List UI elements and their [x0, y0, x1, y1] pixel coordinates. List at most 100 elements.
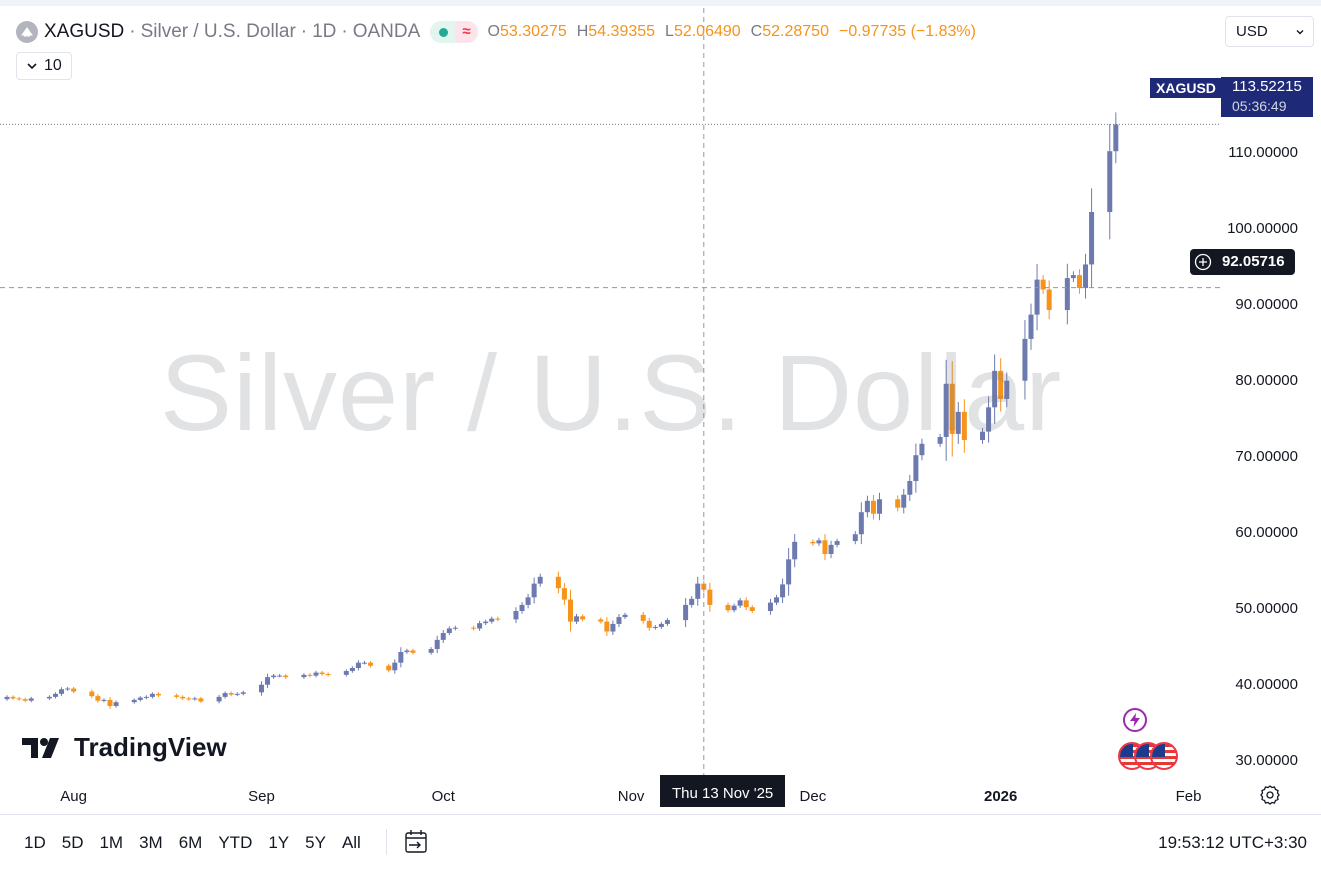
interval-label[interactable]: 1D: [312, 21, 337, 42]
candle-body: [731, 605, 737, 611]
market-status-dot-icon: [439, 27, 449, 37]
candle-body: [561, 588, 567, 600]
lightning-icon[interactable]: [1123, 708, 1147, 732]
x-tick-label: Dec: [800, 788, 827, 805]
candle-body: [137, 697, 143, 700]
y-tick-label: 30.00000: [1235, 752, 1298, 769]
candle-body: [658, 623, 664, 627]
crosshair-price-value: 92.05716: [1216, 249, 1295, 275]
symbol-legend[interactable]: XAGUSD · Silver / U.S. Dollar · 1D · OAN…: [16, 18, 976, 46]
open-key: O: [487, 23, 500, 40]
range-button-3m[interactable]: 3M: [139, 833, 163, 852]
candle-body: [780, 584, 786, 598]
go-to-date-calendar-icon[interactable]: [400, 826, 432, 858]
range-button-6m[interactable]: 6M: [178, 833, 203, 852]
candle-body: [961, 411, 967, 440]
candle-body: [955, 411, 961, 434]
candle-body: [174, 695, 180, 697]
candle-body: [434, 639, 440, 649]
crosshair-date-label: Thu 13 Nov '25: [660, 775, 786, 807]
low-value: 52.06490: [673, 23, 741, 40]
market-status-pill[interactable]: ≈: [430, 21, 478, 43]
range-button-ytd[interactable]: YTD: [218, 833, 253, 852]
range-button-5y[interactable]: 5Y: [305, 833, 326, 852]
candle-body: [725, 604, 731, 611]
candle-body: [489, 618, 495, 622]
range-button-1m[interactable]: 1M: [99, 833, 124, 852]
y-tick-label: 110.00000: [1228, 144, 1298, 161]
candle-body: [4, 696, 10, 700]
candle-body: [683, 604, 689, 621]
candle-body: [355, 662, 361, 668]
range-button-1y[interactable]: 1Y: [268, 833, 290, 852]
x-tick-label: Oct: [432, 788, 456, 805]
y-tick-label: 50.00000: [1235, 600, 1298, 617]
legend-sep: ·: [341, 21, 348, 42]
candle-body: [477, 623, 483, 629]
candle-body: [998, 370, 1004, 399]
candle-body: [325, 674, 331, 676]
add-alert-plus-icon[interactable]: [1190, 249, 1216, 275]
candle-body: [980, 431, 986, 440]
last-price-label: 113.52215 05:36:49: [1221, 77, 1313, 117]
range-button-all[interactable]: All: [341, 833, 361, 852]
candle-body: [901, 494, 907, 508]
candle-body: [664, 620, 670, 624]
indicator-count: 10: [44, 57, 62, 74]
low-key: L: [665, 23, 674, 40]
x-tick-label: 2026: [984, 788, 1017, 805]
crosshair-price-label[interactable]: 92.05716: [1190, 249, 1295, 275]
candle-body: [234, 693, 240, 695]
candle-body: [1070, 275, 1076, 279]
candle-body: [319, 672, 325, 675]
candle-body: [1113, 124, 1119, 152]
candle-body: [313, 672, 319, 676]
chart-badges: [1118, 708, 1188, 774]
candle-body: [895, 499, 901, 508]
candle-body: [816, 540, 822, 544]
candle-body: [604, 621, 610, 632]
candle-body: [513, 611, 519, 620]
y-tick-label: 40.00000: [1235, 676, 1298, 693]
candle-body: [131, 699, 137, 703]
symbol-ticker[interactable]: XAGUSD: [44, 21, 125, 42]
candle-body: [143, 696, 149, 698]
candle-body: [271, 675, 277, 678]
candle-body: [531, 583, 537, 598]
range-button-1d[interactable]: 1D: [24, 833, 46, 852]
candle-body: [258, 684, 264, 693]
axis-settings-icon[interactable]: [1258, 783, 1282, 807]
candle-body: [937, 436, 943, 444]
bar-countdown: 05:36:49: [1232, 98, 1287, 114]
y-tick-label: 80.00000: [1235, 372, 1298, 389]
open-value: 53.30275: [500, 23, 567, 40]
candle-body: [598, 619, 604, 622]
tradingview-logo[interactable]: TradingView: [22, 732, 227, 763]
candle-body: [913, 455, 919, 482]
candle-body: [113, 702, 119, 706]
candle-body: [822, 540, 828, 554]
candle-body: [810, 541, 816, 544]
candle-body: [774, 597, 780, 603]
tradingview-mark-icon: [22, 737, 59, 758]
timezone-clock[interactable]: 19:53:12 UTC+3:30: [1158, 833, 1307, 852]
candle-body: [1064, 278, 1070, 311]
candle-body: [568, 599, 573, 622]
indicators-collapse-button[interactable]: 10: [16, 52, 72, 80]
candle-body: [265, 677, 271, 685]
candle-body: [440, 633, 446, 640]
candle-body: [52, 693, 58, 697]
range-button-5d[interactable]: 5D: [61, 833, 84, 852]
candle-body: [483, 621, 489, 624]
candle-body: [986, 407, 992, 432]
price-chart[interactable]: 30.00000 40.00000 50.00000 60.00000 70.00000…: [0, 0, 1321, 814]
y-tick-label: 70.00000: [1235, 448, 1298, 465]
currency-select[interactable]: USD: [1225, 16, 1314, 47]
legend-sep: ·: [129, 21, 136, 42]
candle-body: [1046, 289, 1052, 311]
us-flag-icon[interactable]: [1150, 742, 1178, 770]
candle-body: [65, 688, 71, 690]
candle-body: [240, 692, 246, 694]
candle-body: [852, 534, 858, 542]
close-key: C: [750, 23, 763, 40]
